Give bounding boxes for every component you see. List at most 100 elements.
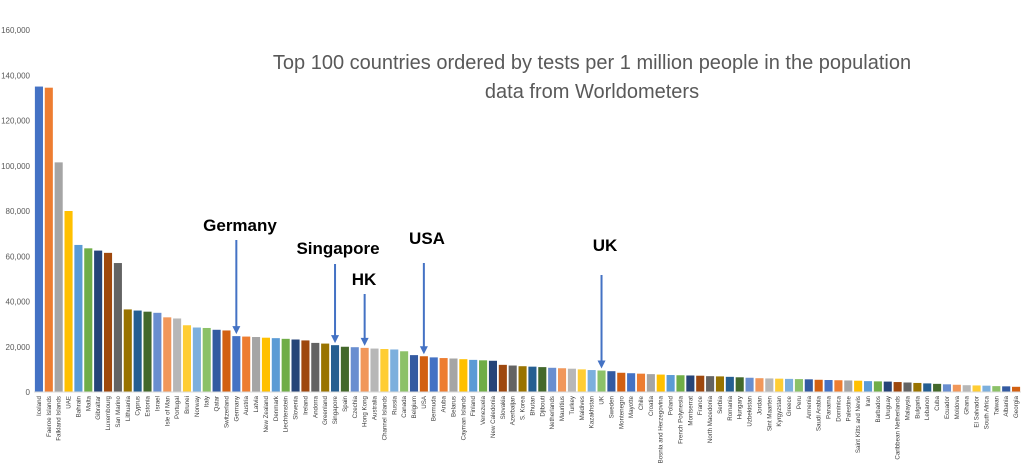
x-tick-label: Kazakhstan — [589, 395, 596, 428]
bar — [834, 380, 843, 392]
x-tick-label: Iceland — [36, 395, 43, 416]
bar — [735, 377, 744, 392]
x-tick-label: Finland — [470, 395, 477, 416]
bar — [844, 380, 853, 392]
x-tick-label: Croatia — [648, 395, 655, 416]
x-tick-label: Israel — [154, 396, 161, 411]
bar — [952, 384, 961, 392]
annotation-label: Germany — [203, 216, 277, 235]
annotation-arrowhead — [597, 360, 606, 369]
bar — [340, 346, 349, 392]
x-tick-label: Venezuela — [480, 395, 487, 424]
bar — [903, 382, 912, 392]
x-tick-label: Italy — [204, 395, 211, 407]
y-tick-label: 80,000 — [6, 207, 31, 216]
bar — [321, 343, 330, 392]
y-tick-label: 100,000 — [1, 162, 30, 171]
x-tick-label: Uzbekistan — [747, 395, 754, 426]
x-tick-label: S. Korea — [520, 395, 527, 420]
bar — [380, 349, 389, 392]
bar — [488, 360, 497, 392]
x-tick-label: Lebanon — [924, 395, 931, 420]
bar — [242, 336, 251, 392]
bar — [597, 370, 606, 392]
bar — [923, 383, 932, 392]
x-tick-label: South Africa — [983, 395, 990, 429]
x-tick-label: Moldova — [954, 395, 961, 419]
bar — [883, 381, 892, 392]
annotation-arrowhead — [419, 346, 428, 355]
x-tick-label: Mauritius — [559, 396, 566, 421]
bar — [538, 367, 547, 392]
bar — [745, 377, 754, 392]
bar — [755, 378, 764, 392]
bar — [103, 252, 113, 392]
x-tick-label: Serbia — [717, 395, 724, 413]
x-tick-label: Cayman Islands — [460, 396, 467, 440]
bar — [715, 376, 725, 392]
x-tick-label: Bahrain — [75, 395, 82, 417]
x-tick-label: San Marino — [115, 395, 122, 427]
x-tick-label: France — [697, 395, 704, 415]
x-tick-label: Cuba — [934, 395, 941, 410]
y-tick-label: 40,000 — [6, 298, 31, 307]
x-tick-label: Bhutan — [529, 395, 536, 415]
x-tick-label: Greece — [786, 395, 793, 416]
bar — [301, 340, 310, 392]
annotation-label: USA — [409, 229, 445, 248]
bar — [508, 365, 517, 392]
bar — [962, 385, 971, 392]
annotation-arrowhead — [331, 335, 340, 344]
x-tick-label: Denmark — [273, 395, 280, 421]
x-tick-label: Palestine — [845, 395, 852, 421]
y-axis: 0 20,000 40,000 60,000 80,000 100,000 120,000 1… — [1, 26, 30, 397]
bar — [696, 375, 705, 392]
bar — [94, 250, 103, 392]
x-tick-label: Iran — [865, 395, 872, 406]
x-tick-label: North Macedonia — [707, 395, 714, 443]
bar — [1012, 386, 1021, 392]
x-tick-label: Cyprus — [135, 396, 142, 416]
x-tick-label: Bulgaria — [914, 395, 921, 418]
x-tick-label: Jordan — [756, 395, 763, 414]
bar — [577, 369, 586, 393]
x-tick-label: Luxembourg — [105, 395, 112, 430]
bar — [854, 380, 863, 392]
x-tick-label: UK — [599, 395, 606, 404]
x-tick-label: Faeroe Islands — [46, 396, 53, 437]
bar — [913, 382, 922, 392]
x-tick-label: Barbados — [875, 396, 882, 423]
x-tick-label: Portugal — [174, 396, 181, 419]
bar — [311, 342, 320, 392]
x-tick-label: Lithuania — [125, 395, 132, 421]
bar — [419, 356, 428, 392]
x-tick-label: Ireland — [302, 395, 309, 414]
x-tick-label: Azerbaijan — [510, 395, 517, 425]
annotation-label: UK — [593, 236, 618, 255]
bar — [725, 376, 734, 392]
x-tick-label: Ecuador — [944, 396, 951, 419]
bar — [330, 345, 340, 392]
x-tick-label: Romania — [727, 395, 734, 420]
bar — [409, 355, 419, 392]
bar — [558, 368, 567, 392]
x-tick-label: Channel Islands — [381, 396, 388, 440]
bar — [863, 381, 873, 392]
x-tick-label: Armenia — [806, 395, 813, 419]
x-tick-label: USA — [421, 395, 428, 409]
bar — [893, 382, 902, 392]
bar — [587, 370, 596, 392]
x-tick-label: Saint Kitts and Nevis — [855, 396, 862, 453]
y-tick-label: 20,000 — [6, 343, 31, 352]
x-tick-label: Gibraltar — [95, 396, 102, 420]
x-tick-label: Mayotte — [628, 395, 635, 418]
bar — [814, 379, 823, 392]
x-tick-label: Aruba — [441, 395, 448, 412]
x-tick-label: Hungary — [737, 395, 744, 419]
bar — [646, 374, 655, 392]
x-tick-label: Maldives — [579, 396, 586, 420]
bar — [528, 366, 537, 392]
bar — [992, 386, 1001, 392]
bar — [212, 329, 221, 392]
x-tick-label: Qatar — [214, 396, 221, 411]
